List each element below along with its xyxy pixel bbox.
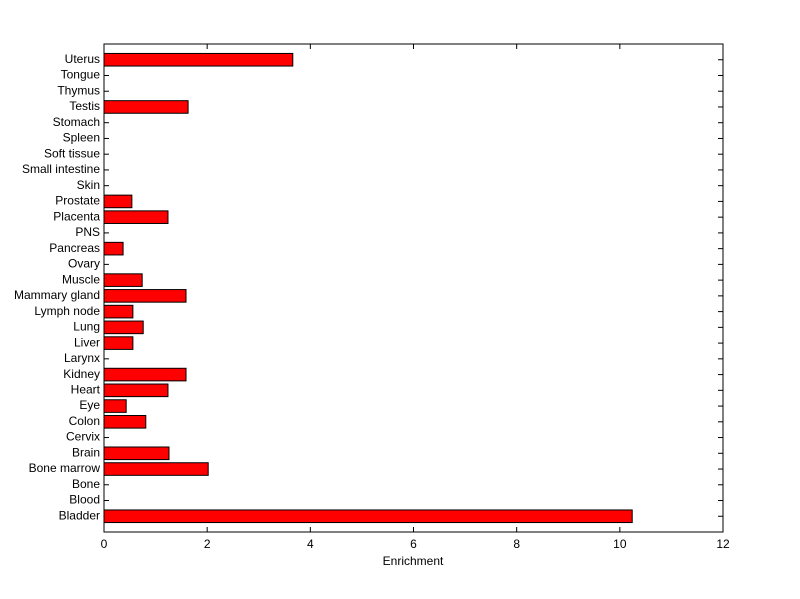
x-tick-label: 10 bbox=[613, 537, 627, 551]
bar bbox=[103, 462, 209, 476]
y-tick-label: Pancreas bbox=[49, 241, 100, 255]
y-tick-label: Bladder bbox=[59, 508, 100, 522]
bar bbox=[103, 446, 170, 461]
y-tick-label: Stomach bbox=[53, 115, 100, 129]
bar bbox=[103, 367, 187, 382]
bar bbox=[103, 383, 169, 398]
y-tick-label: Ovary bbox=[68, 257, 100, 271]
bar bbox=[103, 100, 189, 114]
y-tick-label: Bone bbox=[72, 477, 100, 491]
y-tick-label: Kidney bbox=[63, 367, 100, 381]
y-tick-label: Colon bbox=[69, 414, 100, 428]
x-tick-label: 6 bbox=[410, 537, 417, 551]
bar bbox=[103, 194, 133, 209]
bar bbox=[103, 210, 169, 224]
y-tick-label: Eye bbox=[79, 398, 100, 412]
x-tick-label: 4 bbox=[307, 537, 314, 551]
y-tick-label: Small intestine bbox=[22, 162, 100, 176]
bar bbox=[103, 273, 143, 287]
y-tick-label: Lymph node bbox=[34, 304, 100, 318]
y-tick-label: Bone marrow bbox=[29, 461, 101, 475]
bar bbox=[103, 399, 127, 413]
plot-frame bbox=[103, 43, 724, 533]
y-tick-label: Muscle bbox=[62, 272, 100, 286]
y-tick-label: Liver bbox=[74, 335, 100, 349]
y-tick-label: Uterus bbox=[65, 52, 100, 66]
y-tick-label: Thymus bbox=[57, 83, 100, 97]
y-tick-label: Blood bbox=[69, 493, 100, 507]
x-axis-label: Enrichment bbox=[383, 554, 444, 568]
x-tick-label: 12 bbox=[716, 537, 730, 551]
y-tick-label: Prostate bbox=[55, 194, 100, 208]
y-tick-label: Mammary gland bbox=[14, 288, 100, 302]
y-tick-label: Testis bbox=[69, 99, 100, 113]
bar bbox=[103, 52, 294, 67]
bar bbox=[103, 509, 633, 524]
y-tick-label: Skin bbox=[77, 178, 100, 192]
y-tick-label: Heart bbox=[71, 382, 101, 396]
y-tick-label: Placenta bbox=[53, 209, 100, 223]
y-tick-label: PNS bbox=[75, 225, 100, 239]
bar bbox=[103, 320, 144, 335]
bar bbox=[103, 415, 147, 429]
x-tick-label: 2 bbox=[204, 537, 211, 551]
bar bbox=[103, 241, 124, 256]
y-tick-label: Tongue bbox=[61, 68, 101, 82]
y-tick-label: Cervix bbox=[66, 430, 100, 444]
bar bbox=[103, 304, 134, 319]
y-tick-label: Spleen bbox=[63, 131, 100, 145]
bar bbox=[103, 336, 134, 350]
y-tick-label: Soft tissue bbox=[44, 146, 100, 160]
y-tick-label: Lung bbox=[73, 320, 100, 334]
y-tick-label: Larynx bbox=[64, 351, 100, 365]
x-tick-label: 0 bbox=[101, 537, 108, 551]
y-tick-label: Brain bbox=[72, 445, 100, 459]
bar bbox=[103, 289, 187, 303]
x-tick-label: 8 bbox=[513, 537, 520, 551]
